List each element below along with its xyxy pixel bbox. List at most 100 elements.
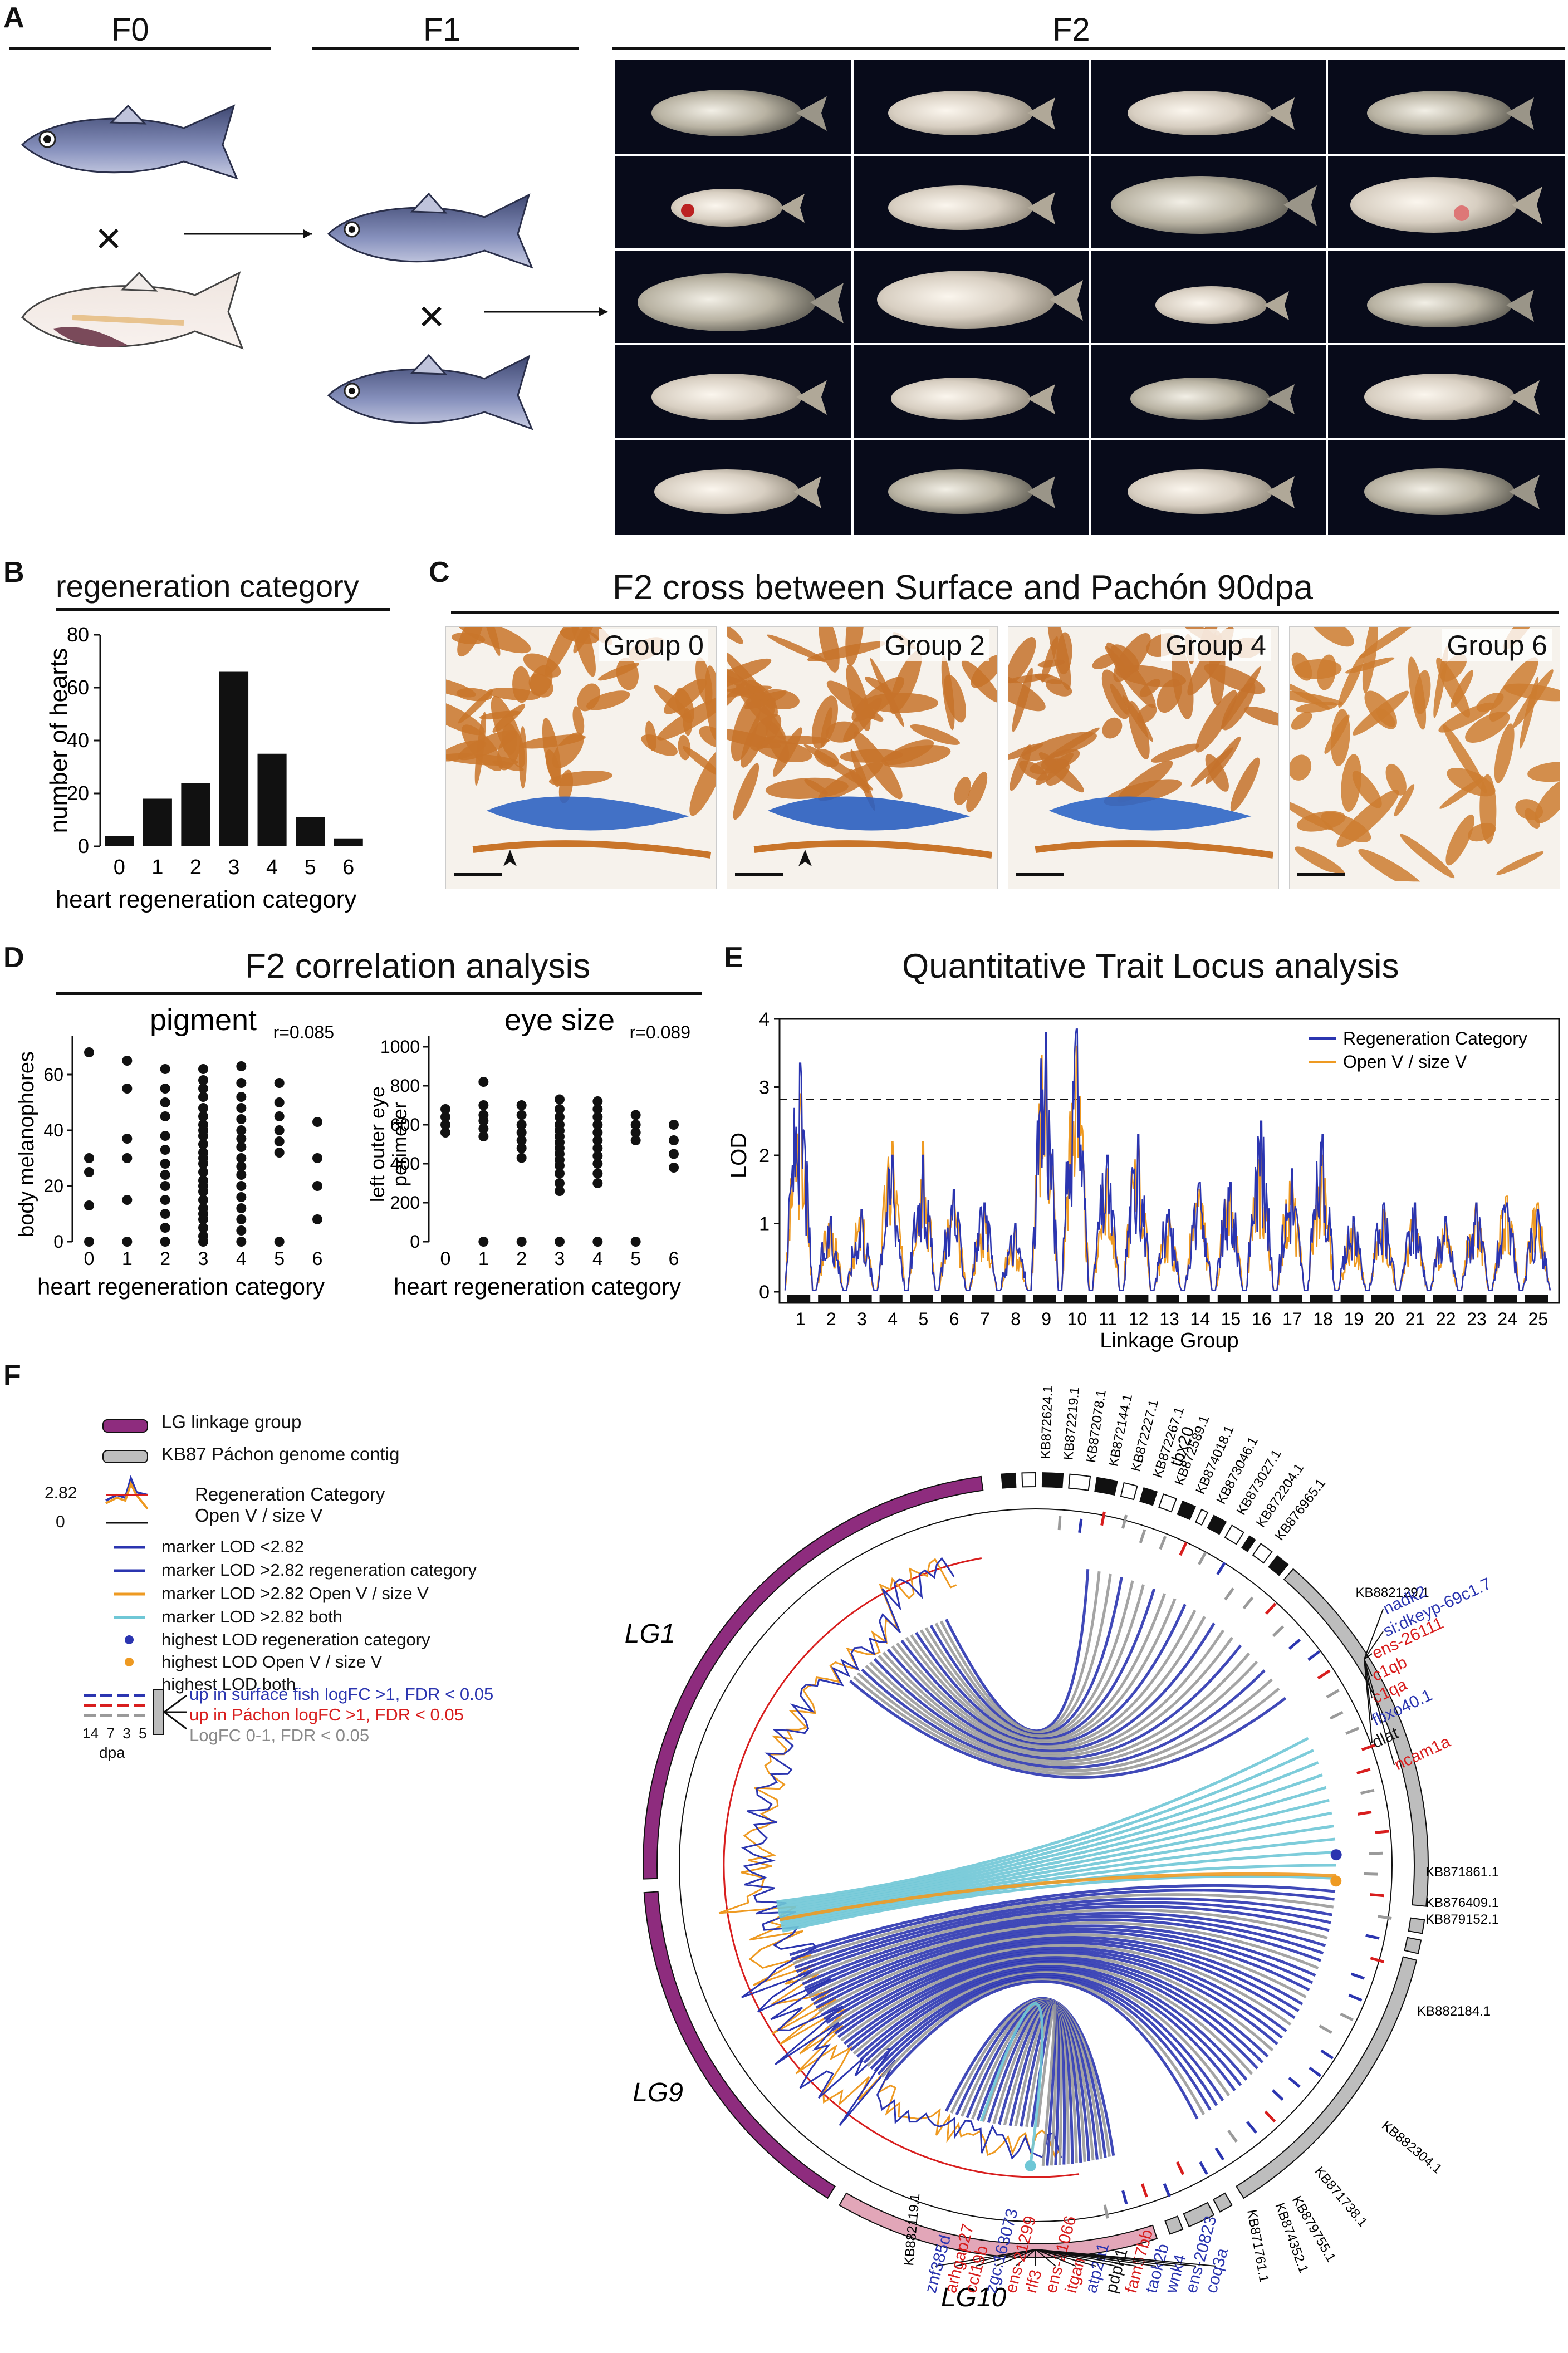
histology-section: Group 4 (1008, 626, 1279, 889)
muscle-trabecula (727, 685, 772, 699)
legend-threshold-value: 2.82 (45, 1484, 77, 1502)
data-point (516, 1143, 527, 1153)
legend-dpa-swatch (84, 1689, 187, 1735)
muscle-trabecula (741, 697, 776, 768)
data-point (478, 1131, 489, 1141)
link-lg1 (873, 1644, 1242, 1761)
x-tick-label: 1 (122, 1248, 133, 1269)
x-tick-label: 0 (440, 1248, 451, 1269)
muscle-trabecula (689, 747, 716, 816)
gene-leader-line (1035, 2249, 1096, 2267)
x-tick-label: 5 (919, 1309, 929, 1329)
link-lg1 (934, 1573, 1112, 1735)
de-tick (1214, 2147, 1225, 2161)
legend-marker-open: marker LOD >2.82 Open V / size V (161, 1584, 429, 1603)
linkage-group-bar (1187, 1295, 1210, 1302)
y-tick-label: 1000 (380, 1037, 420, 1057)
f1-fish-top (327, 192, 533, 269)
linkage-group-bar (1494, 1295, 1517, 1302)
data-point (198, 1167, 208, 1177)
fibrin-clot (1048, 796, 1252, 831)
muscle-trabecula (1151, 743, 1200, 763)
f0-cave-fish (21, 271, 244, 350)
linkage-group-bar (879, 1295, 903, 1302)
highest-both-marker (1025, 2160, 1036, 2171)
data-point (236, 1192, 247, 1202)
bar (143, 798, 172, 846)
contig-label: KB871738.1 (1311, 2164, 1370, 2231)
data-point (555, 1178, 565, 1188)
panel-e-title: Quantitative Trait Locus analysis (902, 947, 1399, 986)
x-axis-label: heart regeneration category (394, 1273, 681, 1300)
data-point (592, 1135, 603, 1145)
legend-dpa-values: 14 7 3 5 (82, 1725, 147, 1742)
linkage-group-bar (1064, 1295, 1087, 1302)
gene-leader-line (1364, 1659, 1373, 1743)
link-lg1 (861, 1668, 1266, 1769)
f0-surface-fish (21, 104, 238, 180)
de-tick (1317, 1669, 1331, 1680)
muscle-trabecula (1222, 682, 1256, 731)
muscle-trabecula (727, 627, 743, 644)
link-lg1 (910, 1593, 1166, 1742)
muscle-trabecula (683, 708, 693, 736)
data-point (592, 1237, 603, 1247)
data-point (592, 1143, 603, 1153)
legend-label: Regeneration Category (1343, 1028, 1527, 1048)
de-tick (1078, 1518, 1083, 1533)
de-tick (1198, 1551, 1207, 1565)
data-point (84, 1237, 94, 1247)
data-point (592, 1128, 603, 1138)
lod-trace (741, 1557, 1062, 2160)
legend-highest-open: highest LOD Open V / size V (161, 1652, 383, 1671)
legend-marker-low: marker LOD <2.82 (161, 1537, 304, 1556)
y-tick-label: 800 (390, 1076, 420, 1096)
link-lg9 (834, 1949, 1283, 2039)
data-point (516, 1128, 527, 1138)
linkage-group-bar (1340, 1295, 1364, 1302)
x-tick-label: 3 (228, 856, 239, 879)
f0-rule (9, 47, 271, 50)
linkage-group-bar (910, 1295, 933, 1302)
eye-size-scatter: eye size r=0.089 0 200 400 600 800 1000 0 1 2 3 4 5 6 h… (366, 1003, 690, 1300)
muscle-trabecula (1035, 673, 1063, 684)
data-point (312, 1181, 322, 1191)
y-tick-label: 0 (78, 835, 89, 857)
scatter-title: eye size (504, 1003, 615, 1037)
gene-leader-line (1364, 1631, 1384, 1660)
link-lg9 (826, 1941, 1296, 2024)
legend-up-pachon: up in Páchon logFC >1, FDR < 0.05 (189, 1705, 464, 1724)
bar (296, 817, 325, 846)
y-tick-label: 3 (759, 1077, 770, 1099)
x-tick-label: 4 (266, 856, 278, 879)
data-point (198, 1092, 208, 1102)
link-lg9 (810, 1924, 1316, 2002)
de-tick (1288, 2076, 1301, 2088)
legend-lg: LG linkage group (161, 1411, 302, 1432)
lg1-arc (643, 1475, 984, 1880)
data-point (630, 1237, 641, 1247)
contig-label: KB879152.1 (1425, 1912, 1499, 1927)
highest-regen-marker (1330, 1849, 1342, 1861)
x-tick-label: 12 (1129, 1309, 1149, 1329)
data-point (198, 1075, 208, 1085)
gene-leader-line (1015, 2249, 1036, 2267)
contig-label: KB882184.1 (1417, 2004, 1491, 2019)
muscle-trabecula (819, 627, 840, 673)
lg10-arc (839, 2192, 1158, 2258)
linkage-group-bar (1033, 1295, 1056, 1302)
link-lg10 (1036, 2004, 1056, 2166)
histology-section: Group 2 (727, 626, 998, 889)
data-point (122, 1056, 133, 1066)
data-point (198, 1131, 208, 1141)
contig-arc (1041, 1472, 1064, 1488)
linkage-group-bar (1217, 1295, 1241, 1302)
x-tick-label: 24 (1497, 1309, 1517, 1329)
data-point (592, 1120, 603, 1130)
bar (257, 753, 287, 846)
muscle-trabecula (966, 772, 988, 812)
data-point (122, 1153, 133, 1163)
data-point (274, 1237, 285, 1247)
epicardium-edge (753, 840, 993, 859)
gene-leader-line (1364, 1609, 1384, 1660)
